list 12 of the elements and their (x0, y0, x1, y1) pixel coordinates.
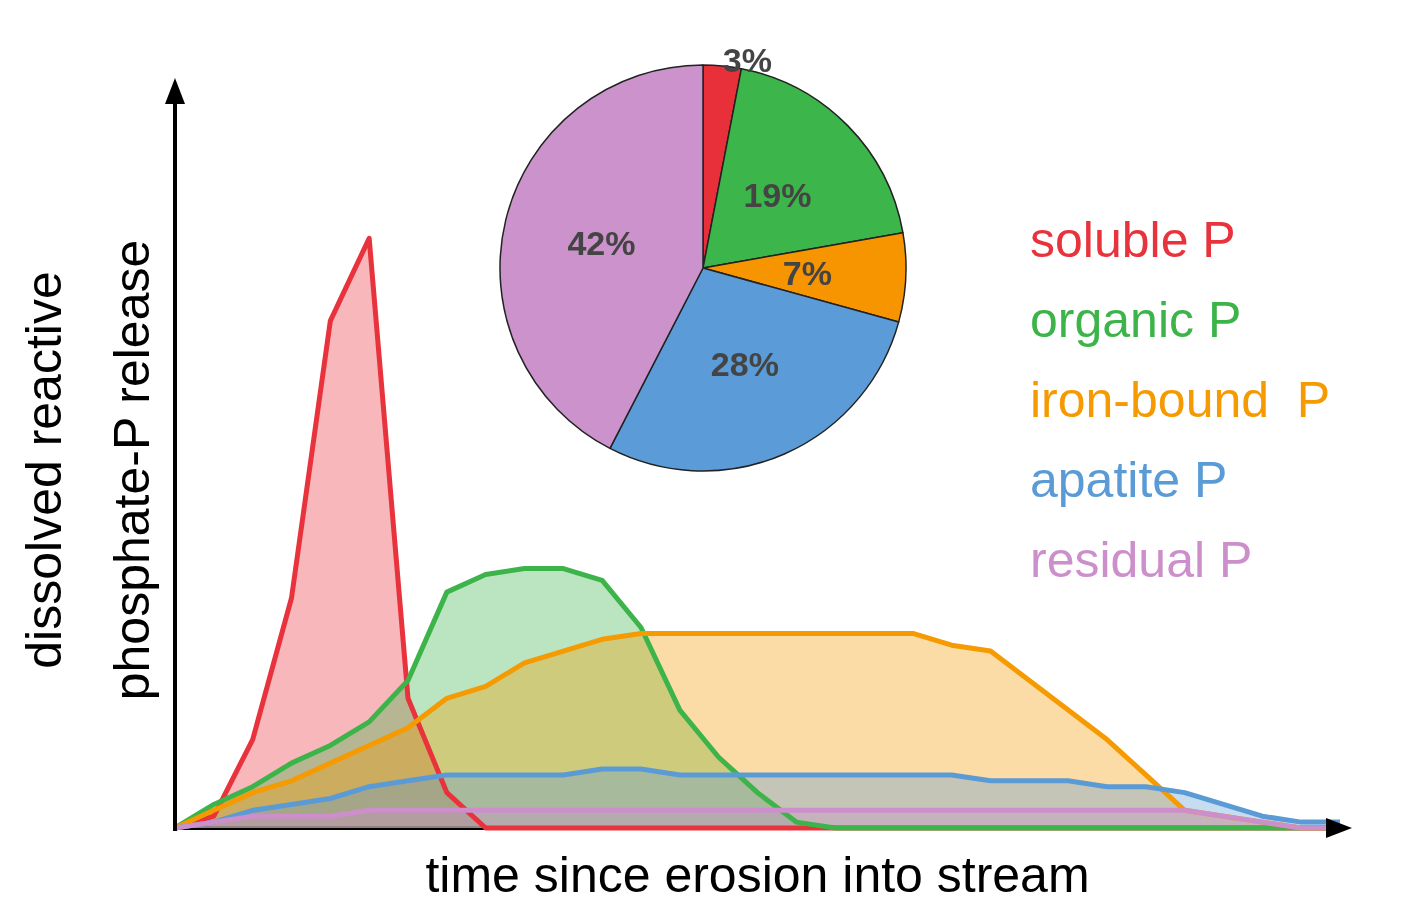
data-label: 28% (710, 344, 779, 383)
text: iron-bound P (1030, 372, 1331, 428)
text: organic P (1030, 292, 1242, 348)
data-label: 42% (567, 224, 636, 263)
data-label: 19% (743, 175, 812, 214)
text: residual P (1030, 532, 1253, 588)
data-label: 3% (722, 40, 773, 79)
text: apatite P (1030, 452, 1228, 508)
x-axis-title: time since erosion into stream (425, 847, 1090, 903)
y-axis-title: dissolved reactive phosphate-P release (16, 239, 160, 701)
text: soluble P (1030, 212, 1236, 268)
data-label: 7% (782, 253, 832, 292)
